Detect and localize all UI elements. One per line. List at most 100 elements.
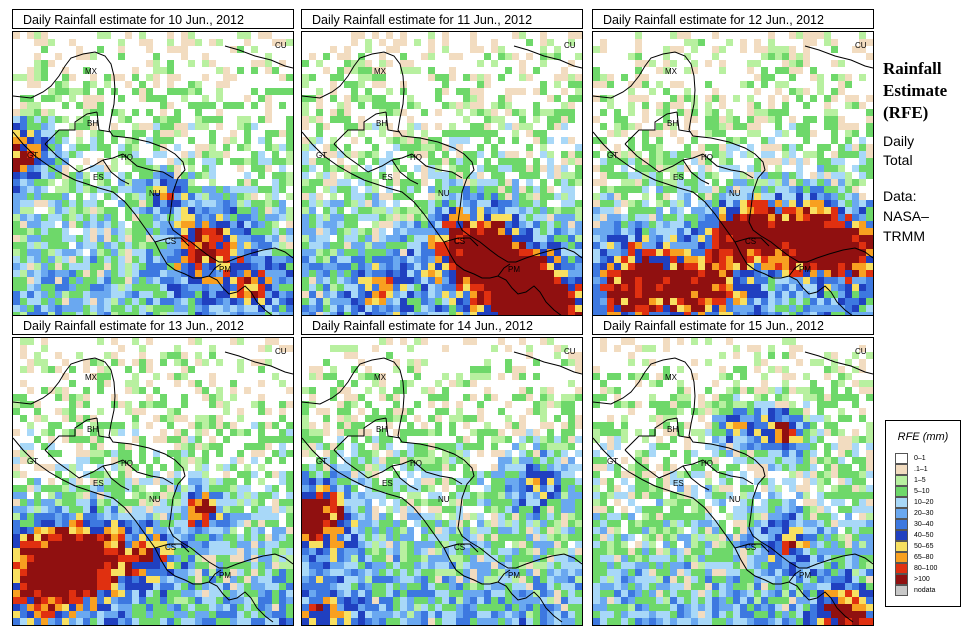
country-border: [624, 143, 660, 173]
country-label: CU: [855, 41, 867, 50]
country-border: [122, 153, 174, 179]
legend-item: .1–1: [895, 464, 937, 475]
legend-swatch: [895, 585, 908, 596]
legend-label: 20–30: [914, 510, 934, 517]
country-label: GT: [607, 151, 618, 160]
legend-swatch: [895, 497, 908, 508]
rainfall-map: MX BH GT HO ES NU CS PM CU: [12, 31, 294, 320]
country-label: NU: [149, 495, 161, 504]
legend-title: RFE (mm): [897, 431, 949, 443]
country-border: [44, 111, 98, 145]
country-label: PM: [799, 571, 811, 580]
country-label: NU: [729, 189, 741, 198]
country-label: GT: [316, 151, 327, 160]
country-label: CS: [165, 237, 176, 246]
country-label: BH: [376, 119, 387, 128]
country-label: BH: [87, 425, 98, 434]
legend-swatch: [895, 486, 908, 497]
country-label: PM: [799, 265, 811, 274]
country-border: [497, 569, 511, 583]
country-label: NU: [149, 189, 161, 198]
country-label: ES: [382, 173, 393, 182]
country-label: BH: [667, 425, 678, 434]
country-label: HO: [410, 459, 422, 468]
legend-swatch: [895, 475, 908, 486]
country-border: [122, 459, 174, 485]
caribbean-coastline: [302, 51, 582, 263]
country-label: HO: [410, 153, 422, 162]
legend-label: 1–5: [914, 477, 926, 484]
country-label: CU: [564, 347, 576, 356]
country-label: PM: [219, 265, 231, 274]
legend-item: >100: [895, 574, 937, 585]
country-border: [734, 237, 770, 247]
caribbean-coastline: [593, 51, 873, 263]
rainfall-cells: [302, 338, 582, 625]
legend-label: 50–65: [914, 543, 934, 550]
country-label: CU: [564, 41, 576, 50]
country-border: [624, 417, 678, 451]
country-label: GT: [607, 457, 618, 466]
legend-swatch: [895, 464, 908, 475]
legend-item: nodata: [895, 585, 937, 596]
pacific-coastline: [302, 437, 563, 623]
country-border: [154, 543, 190, 553]
country-label: MX: [374, 373, 387, 382]
caribbean-coastline: [13, 357, 293, 569]
legend-label: .1–1: [914, 466, 928, 473]
cuba-coastline: [804, 45, 873, 69]
caribbean-coastline: [593, 357, 873, 569]
country-border: [443, 237, 479, 247]
country-border: [702, 153, 754, 179]
legend-item: 65–80: [895, 552, 937, 563]
cuba-coastline: [224, 351, 293, 375]
legend-item: 80–100: [895, 563, 937, 574]
country-label: ES: [93, 479, 104, 488]
country-border: [676, 111, 692, 133]
country-label: MX: [665, 373, 678, 382]
rainfall-cells: [593, 338, 873, 625]
country-label: BH: [376, 425, 387, 434]
country-border: [624, 111, 678, 145]
rainfall-map: MX BH GT HO ES NU CS PM CU: [592, 337, 874, 626]
country-label: CS: [745, 543, 756, 552]
legend-label: 10–20: [914, 499, 934, 506]
legend-list: 0–1 .1–1 1–5 5–10 10–20 20–30 30–40 40–50 50–65 6…: [895, 453, 937, 596]
panel-title: Daily Rainfall estimate for 10 Jun., 201…: [12, 9, 294, 29]
country-border: [682, 159, 710, 185]
country-border: [385, 417, 401, 439]
legend-item: 0–1: [895, 453, 937, 464]
country-label: NU: [729, 495, 741, 504]
cuba-coastline: [513, 45, 582, 69]
country-label: PM: [508, 571, 520, 580]
legend-swatch: [895, 530, 908, 541]
legend-swatch: [895, 508, 908, 519]
country-label: ES: [673, 173, 684, 182]
country-border: [333, 111, 387, 145]
color-legend: RFE (mm) 0–1 .1–1 1–5 5–10 10–20 20–30 30–40 40…: [885, 420, 961, 607]
country-label: BH: [667, 119, 678, 128]
period-text: Daily Total: [883, 133, 915, 168]
country-label: PM: [219, 571, 231, 580]
pacific-coastline: [13, 437, 274, 623]
legend-item: 1–5: [895, 475, 937, 486]
legend-label: 5–10: [914, 488, 930, 495]
country-label: CS: [165, 543, 176, 552]
rainfall-map: MX BH GT HO ES NU CS PM CU: [301, 337, 583, 626]
pacific-coastline: [593, 131, 854, 317]
cuba-coastline: [513, 351, 582, 375]
country-label: MX: [374, 67, 387, 76]
legend-item: 50–65: [895, 541, 937, 552]
rainfall-cells: [593, 32, 873, 319]
data-source-text: Data: NASA– TRMM: [883, 188, 929, 244]
country-label: HO: [701, 153, 713, 162]
legend-label: 0–1: [914, 455, 926, 462]
rainfall-map: MX BH GT HO ES NU CS PM CU: [12, 337, 294, 626]
country-border: [788, 569, 802, 583]
country-border: [788, 263, 802, 277]
caribbean-coastline: [13, 51, 293, 263]
country-border: [702, 459, 754, 485]
country-label: GT: [27, 151, 38, 160]
panel-title: Daily Rainfall estimate for 11 Jun., 201…: [301, 9, 583, 29]
country-label: CU: [275, 41, 287, 50]
